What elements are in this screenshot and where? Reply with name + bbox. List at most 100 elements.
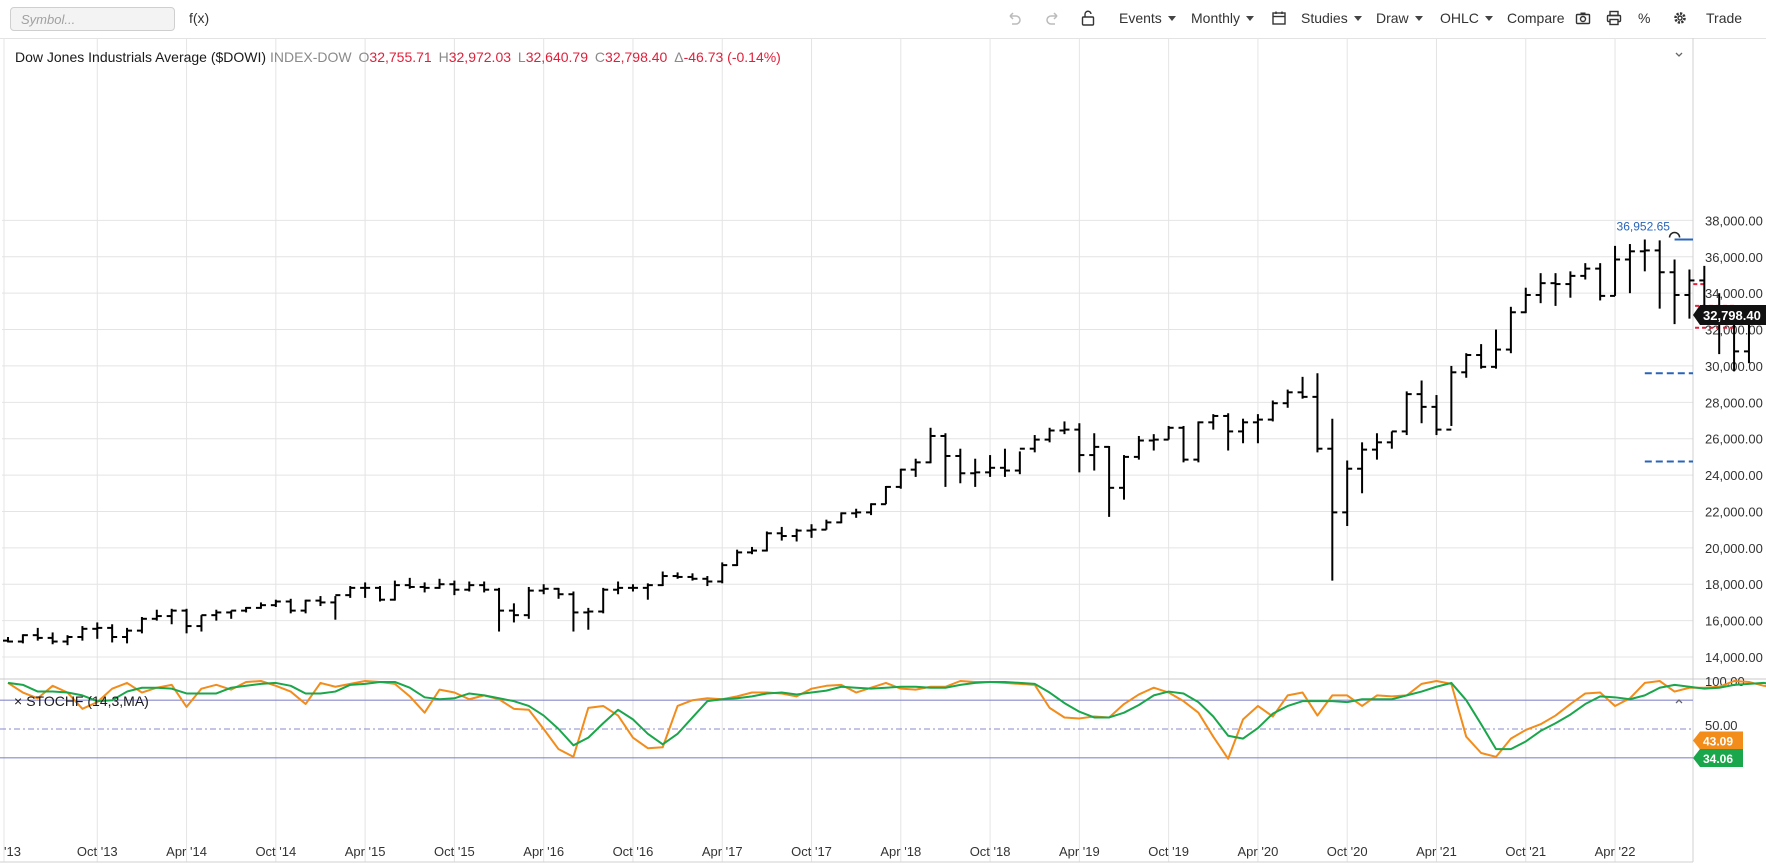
function-button[interactable]: f(x) xyxy=(189,10,210,26)
ohlc-bar xyxy=(1371,433,1382,460)
ohlc-bar xyxy=(300,599,311,614)
high-value: 32,972.03 xyxy=(448,49,512,65)
studies-menu[interactable]: Studies xyxy=(1301,10,1362,26)
last-price-label: 32,798.40 xyxy=(1703,308,1761,323)
ohlc-bar xyxy=(1074,423,1085,473)
print-icon[interactable] xyxy=(1605,9,1623,27)
ohlc-bar xyxy=(151,609,162,621)
chevron-down-icon xyxy=(1353,15,1362,21)
ohlc-bar xyxy=(583,607,594,630)
ohlc-bar xyxy=(464,581,475,592)
ohlc-bar xyxy=(1595,263,1606,301)
remove-study-icon[interactable]: × xyxy=(14,693,23,709)
ohlc-bar xyxy=(1104,445,1115,517)
ohlc-bar xyxy=(211,609,222,621)
chevron-down-icon xyxy=(1484,15,1493,21)
ohlc-bar xyxy=(866,503,877,516)
stoch-k-value: 43.09 xyxy=(1703,735,1733,749)
gear-icon[interactable] xyxy=(1671,9,1689,27)
ohlc-bar xyxy=(627,584,638,592)
stoch-tick-label: 50.00 xyxy=(1705,718,1738,733)
ohlc-bar xyxy=(1654,240,1665,309)
ohlc-bar xyxy=(999,448,1010,477)
ohlc-bar xyxy=(880,485,891,506)
ohlc-bar xyxy=(494,587,505,632)
x-tick-label: Apr '19 xyxy=(1059,844,1100,859)
ohlc-bar xyxy=(92,622,103,639)
ohlc-bar xyxy=(1357,442,1368,494)
ohlc-bar xyxy=(1342,460,1353,527)
ohlc-bar xyxy=(181,608,192,634)
events-menu[interactable]: Events xyxy=(1119,10,1176,26)
ohlc-bar xyxy=(345,586,356,598)
calendar-icon[interactable] xyxy=(1270,9,1288,27)
ohlc-bar xyxy=(1684,269,1695,319)
ohlc-bar xyxy=(62,635,73,646)
ohlc-bar xyxy=(255,602,266,609)
symbol-input[interactable] xyxy=(10,7,175,31)
period-menu[interactable]: Monthly xyxy=(1191,10,1255,26)
y-tick-label: 16,000.00 xyxy=(1705,614,1763,629)
ohlc-bar xyxy=(1446,365,1457,431)
high-marker-arc xyxy=(1668,231,1681,238)
ohlc-bar xyxy=(925,427,936,464)
ohlc-bar xyxy=(404,577,415,589)
ohlc-bar xyxy=(1312,373,1323,453)
y-tick-label: 26,000.00 xyxy=(1705,432,1763,447)
y-tick-label: 18,000.00 xyxy=(1705,577,1763,592)
y-tick-label: 38,000.00 xyxy=(1705,213,1763,228)
chevron-down-icon xyxy=(1167,15,1176,21)
y-tick-label: 34,000.00 xyxy=(1705,286,1763,301)
change-label: Δ xyxy=(674,49,684,65)
unlock-icon[interactable] xyxy=(1079,9,1097,27)
percent-button[interactable]: % xyxy=(1638,10,1651,26)
ohlc-bar xyxy=(687,573,698,581)
redo-icon[interactable] xyxy=(1044,9,1062,27)
chart-type-menu[interactable]: OHLC xyxy=(1440,10,1493,26)
ohlc-bar xyxy=(241,606,252,613)
ohlc-bar xyxy=(1119,455,1129,500)
change-value: -46.73 (-0.14%) xyxy=(683,49,781,65)
x-tick-label: Oct '14 xyxy=(255,844,296,859)
ohlc-bar xyxy=(1624,244,1635,294)
ohlc-bar xyxy=(791,528,802,542)
ohlc-bar xyxy=(122,627,133,644)
x-tick-label: Apr '18 xyxy=(880,844,921,859)
open-label: O xyxy=(358,49,370,65)
ohlc-bar xyxy=(1639,239,1650,272)
ohlc-bar xyxy=(717,562,728,584)
collapse-main-chevron-icon[interactable] xyxy=(1673,50,1685,60)
ohlc-bar xyxy=(1208,414,1219,430)
x-tick-label: Oct '13 xyxy=(77,844,118,859)
stoch-d-value: 34.06 xyxy=(1703,752,1733,766)
open-value: 32,755.71 xyxy=(369,49,432,65)
ohlc-bar xyxy=(702,576,713,587)
ohlc-bar xyxy=(1044,427,1055,443)
x-tick-label: Apr '15 xyxy=(345,844,386,859)
x-axis-labels: '13 Oct '13 Apr '14 Oct '14 Apr '15 Oct '15 Ap… xyxy=(4,844,1635,859)
ohlc-bar xyxy=(1610,245,1621,297)
ohlc-bar xyxy=(1491,329,1501,369)
compare-button[interactable]: Compare xyxy=(1507,10,1565,26)
ohlc-bar xyxy=(1178,425,1189,463)
y-tick-label: 36,000.00 xyxy=(1705,250,1763,265)
y-tick-label: 28,000.00 xyxy=(1705,395,1763,410)
ohlc-bar xyxy=(657,571,668,587)
chart-canvas[interactable]: '13 Oct '13 Apr '14 Oct '14 Apr '15 Oct '15 Ap… xyxy=(0,38,1766,865)
collapse-study-chevron-icon[interactable] xyxy=(1673,696,1685,706)
ohlc-bar xyxy=(761,531,772,552)
trade-button[interactable]: Trade xyxy=(1706,10,1743,26)
price-bars xyxy=(3,239,1766,646)
ohlc-bar xyxy=(136,616,147,634)
x-tick-label: Oct '15 xyxy=(434,844,475,859)
ohlc-bar xyxy=(1059,421,1070,435)
draw-menu[interactable]: Draw xyxy=(1376,10,1423,26)
instrument-name: Dow Jones Industrials Average ($DOWI) xyxy=(15,49,267,65)
ohlc-bar xyxy=(1089,433,1100,471)
ohlc-bar xyxy=(508,603,519,623)
camera-icon[interactable] xyxy=(1574,9,1592,27)
undo-icon[interactable] xyxy=(1005,9,1023,27)
x-tick-label: Apr '20 xyxy=(1238,844,1279,859)
